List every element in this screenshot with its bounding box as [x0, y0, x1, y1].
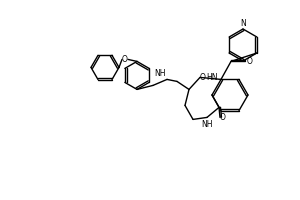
- Text: O: O: [220, 113, 226, 122]
- Text: O: O: [200, 73, 206, 82]
- Text: N: N: [240, 19, 246, 27]
- Text: O: O: [247, 57, 253, 66]
- Text: NH: NH: [154, 69, 166, 78]
- Text: NH: NH: [201, 120, 213, 129]
- Text: HN: HN: [206, 73, 218, 82]
- Text: O: O: [122, 55, 128, 64]
